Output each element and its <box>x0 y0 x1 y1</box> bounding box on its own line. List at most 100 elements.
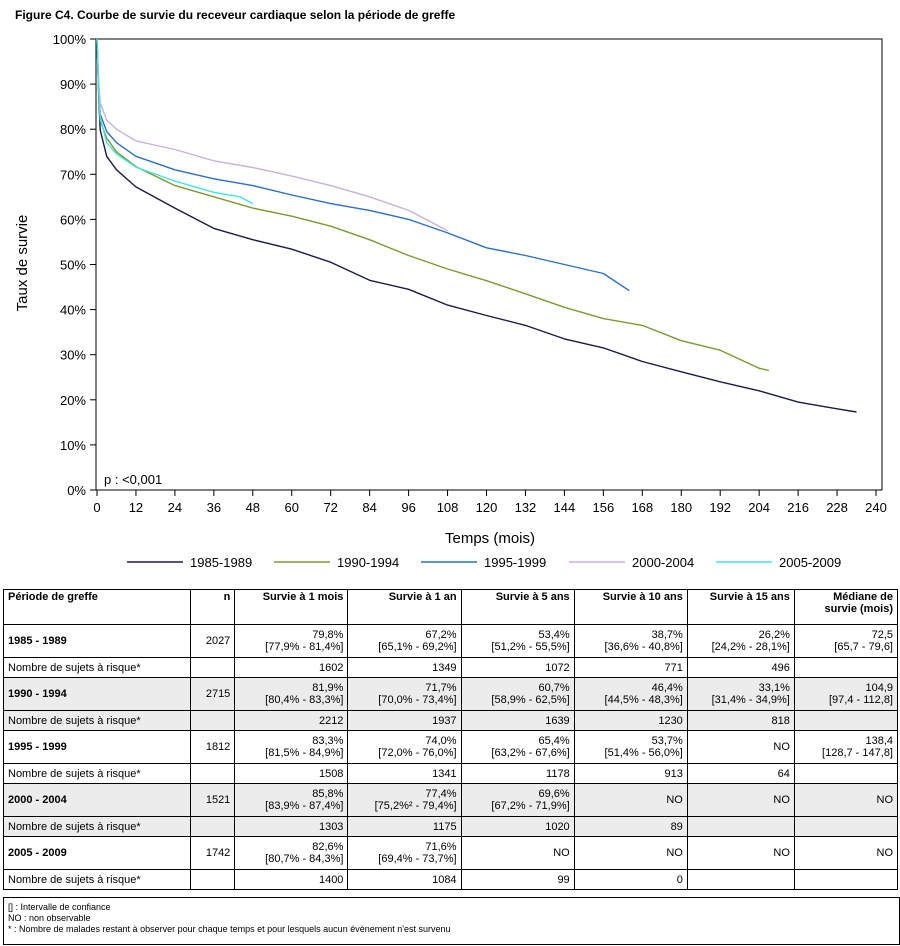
y-tick-label: 70% <box>60 167 86 182</box>
survival-value: 83,3% <box>312 735 344 747</box>
period-label: 1990 - 1994 <box>3 677 191 711</box>
confidence-interval: [31,4% - 34,9%] <box>711 694 790 706</box>
table-header-cell: Survie à 15 ans <box>686 589 795 625</box>
empty-cell <box>189 763 236 784</box>
x-tick-label: 96 <box>401 500 415 515</box>
survival-table: Période de greffe n Survie à 1 mois Survie … <box>3 589 899 890</box>
risk-row: Nombre de sujets à risque* 1508 1341 1178 91… <box>3 763 899 784</box>
x-tick-label: 204 <box>748 500 770 515</box>
survival-value: 60,7% <box>538 682 570 694</box>
survival-chart: 0 12 24 36 48 60 72 84 96 108 120 132 144 156 168 180 19… <box>14 32 887 570</box>
risk-count: 1602 <box>234 657 349 678</box>
survival-value: 138,4 <box>865 735 893 747</box>
confidence-interval: [65,7 - 79,6] <box>834 641 893 653</box>
survival-cell: 82,6% [80,7% - 84,3%] <box>234 836 349 870</box>
risk-count: 1084 <box>347 869 462 890</box>
survival-value: 26,2% <box>758 629 790 641</box>
plot-frame <box>95 38 883 491</box>
confidence-interval: [70,0% - 73,4%] <box>378 694 457 706</box>
n-cell: 2027 <box>189 624 236 658</box>
confidence-interval: [63,2% - 67,6%] <box>491 747 570 759</box>
figure-title: Figure C4. Courbe de survie du receveur … <box>15 8 456 22</box>
survival-cell: 85,8% [83,9% - 87,4%] <box>234 783 349 817</box>
survival-value: 85,8% <box>312 788 344 800</box>
x-tick-label: 0 <box>93 500 100 515</box>
table-header-cell: Période de greffe <box>3 589 191 625</box>
table-header-cell: Survie à 10 ans <box>573 589 688 625</box>
confidence-interval: [51,2% - 55,5%] <box>491 641 570 653</box>
x-tick-label: 144 <box>554 500 576 515</box>
risk-label: Nombre de sujets à risque* <box>3 710 191 731</box>
legend: 1985-1989 1990-1994 1995-1999 2000-2004 2005… <box>127 555 841 570</box>
period-label: 1985 - 1989 <box>3 624 191 658</box>
survival-cell: 71,7% [70,0% - 73,4%] <box>347 677 462 711</box>
confidence-interval: [80,4% - 83,3%] <box>265 694 344 706</box>
n-cell: 1812 <box>189 730 236 764</box>
risk-count <box>793 710 899 731</box>
survival-value: 65,4% <box>538 735 570 747</box>
survival-cell: 46,4% [44,5% - 48,3%] <box>573 677 688 711</box>
survival-cell: 53,4% [51,2% - 55,5%] <box>460 624 575 658</box>
survival-cell: 79,8% [77,9% - 81,4%] <box>234 624 349 658</box>
survival-value: NO <box>876 847 894 859</box>
risk-count: 818 <box>686 710 795 731</box>
risk-count: 1020 <box>460 816 575 837</box>
confidence-interval: [36,6% - 40,8%] <box>604 641 683 653</box>
survival-value: NO <box>876 794 894 806</box>
survival-cell: 53,7% [51,4% - 56,0%] <box>573 730 688 764</box>
y-tick-label: 60% <box>60 212 86 227</box>
risk-count: 1303 <box>234 816 349 837</box>
x-tick-label: 216 <box>787 500 809 515</box>
table-notes: [] : Intervalle de confiance NO : non ob… <box>3 897 900 945</box>
survival-value: 72,5 <box>871 629 893 641</box>
confidence-interval: [80,7% - 84,3%] <box>265 853 344 865</box>
survival-cell: 74,0% [72,0% - 76,0%] <box>347 730 462 764</box>
y-tick-label: 90% <box>60 77 86 92</box>
risk-count: 64 <box>686 763 795 784</box>
survival-cell: NO <box>793 783 899 817</box>
table-row: 2005 - 2009 1742 82,6% [80,7% - 84,3%] 71,6%… <box>3 836 899 870</box>
table-header-row: Période de greffe n Survie à 1 mois Survie … <box>3 589 899 625</box>
x-tick-label: 192 <box>709 500 731 515</box>
risk-count: 913 <box>573 763 688 784</box>
x-tick-label: 240 <box>865 500 887 515</box>
legend-label: 1995-1999 <box>484 555 546 570</box>
survival-cell: 104,9 [97,4 - 112,8] <box>793 677 899 711</box>
survival-cell: 77,4% [75,2%² - 79,4%] <box>347 783 462 817</box>
series-line-1985-1989 <box>96 38 857 413</box>
y-tick-label: 50% <box>60 258 86 273</box>
table-row: 1985 - 1989 2027 79,8% [77,9% - 81,4%] 67,2%… <box>3 624 899 658</box>
confidence-interval: [67,2% - 71,9%] <box>491 800 570 812</box>
n-cell: 1521 <box>189 783 236 817</box>
survival-cell: 71,6% [69,4% - 73,7%] <box>347 836 462 870</box>
survival-value: 81,9% <box>312 682 344 694</box>
risk-count: 1639 <box>460 710 575 731</box>
confidence-interval: [69,4% - 73,7%] <box>378 853 457 865</box>
survival-cell: 138,4 [128,7 - 147,8] <box>793 730 899 764</box>
y-axis-ticks: 0% 10% 20% 30% 40% 50% 60% 70% 80% 90% 100% <box>53 32 96 498</box>
risk-row: Nombre de sujets à risque* 1602 1349 1072 77… <box>3 657 899 678</box>
confidence-interval: [51,4% - 56,0%] <box>604 747 683 759</box>
table-header-cell: Médiane de survie (mois) <box>793 589 899 625</box>
confidence-interval: [24,2% - 28,1%] <box>711 641 790 653</box>
legend-label: 1990-1994 <box>337 555 399 570</box>
empty-cell <box>189 710 236 731</box>
survival-cell: NO <box>793 836 899 870</box>
series-lines <box>96 38 857 413</box>
risk-count: 496 <box>686 657 795 678</box>
survival-value: 77,4% <box>425 788 457 800</box>
survival-value: 53,4% <box>538 629 570 641</box>
x-tick-label: 48 <box>246 500 260 515</box>
survival-cell: 38,7% [36,6% - 40,8%] <box>573 624 688 658</box>
x-axis-label: Temps (mois) <box>445 530 535 547</box>
table-header-cell: Survie à 1 mois <box>234 589 349 625</box>
survival-cell: NO <box>686 730 795 764</box>
confidence-interval: [77,9% - 81,4%] <box>265 641 344 653</box>
confidence-interval: [81,5% - 84,9%] <box>265 747 344 759</box>
confidence-interval: [75,2%² - 79,4%] <box>374 800 457 812</box>
x-tick-label: 180 <box>670 500 692 515</box>
survival-cell: 33,1% [31,4% - 34,9%] <box>686 677 795 711</box>
survival-cell: 26,2% [24,2% - 28,1%] <box>686 624 795 658</box>
y-tick-label: 40% <box>60 303 86 318</box>
survival-value: NO <box>773 741 790 753</box>
